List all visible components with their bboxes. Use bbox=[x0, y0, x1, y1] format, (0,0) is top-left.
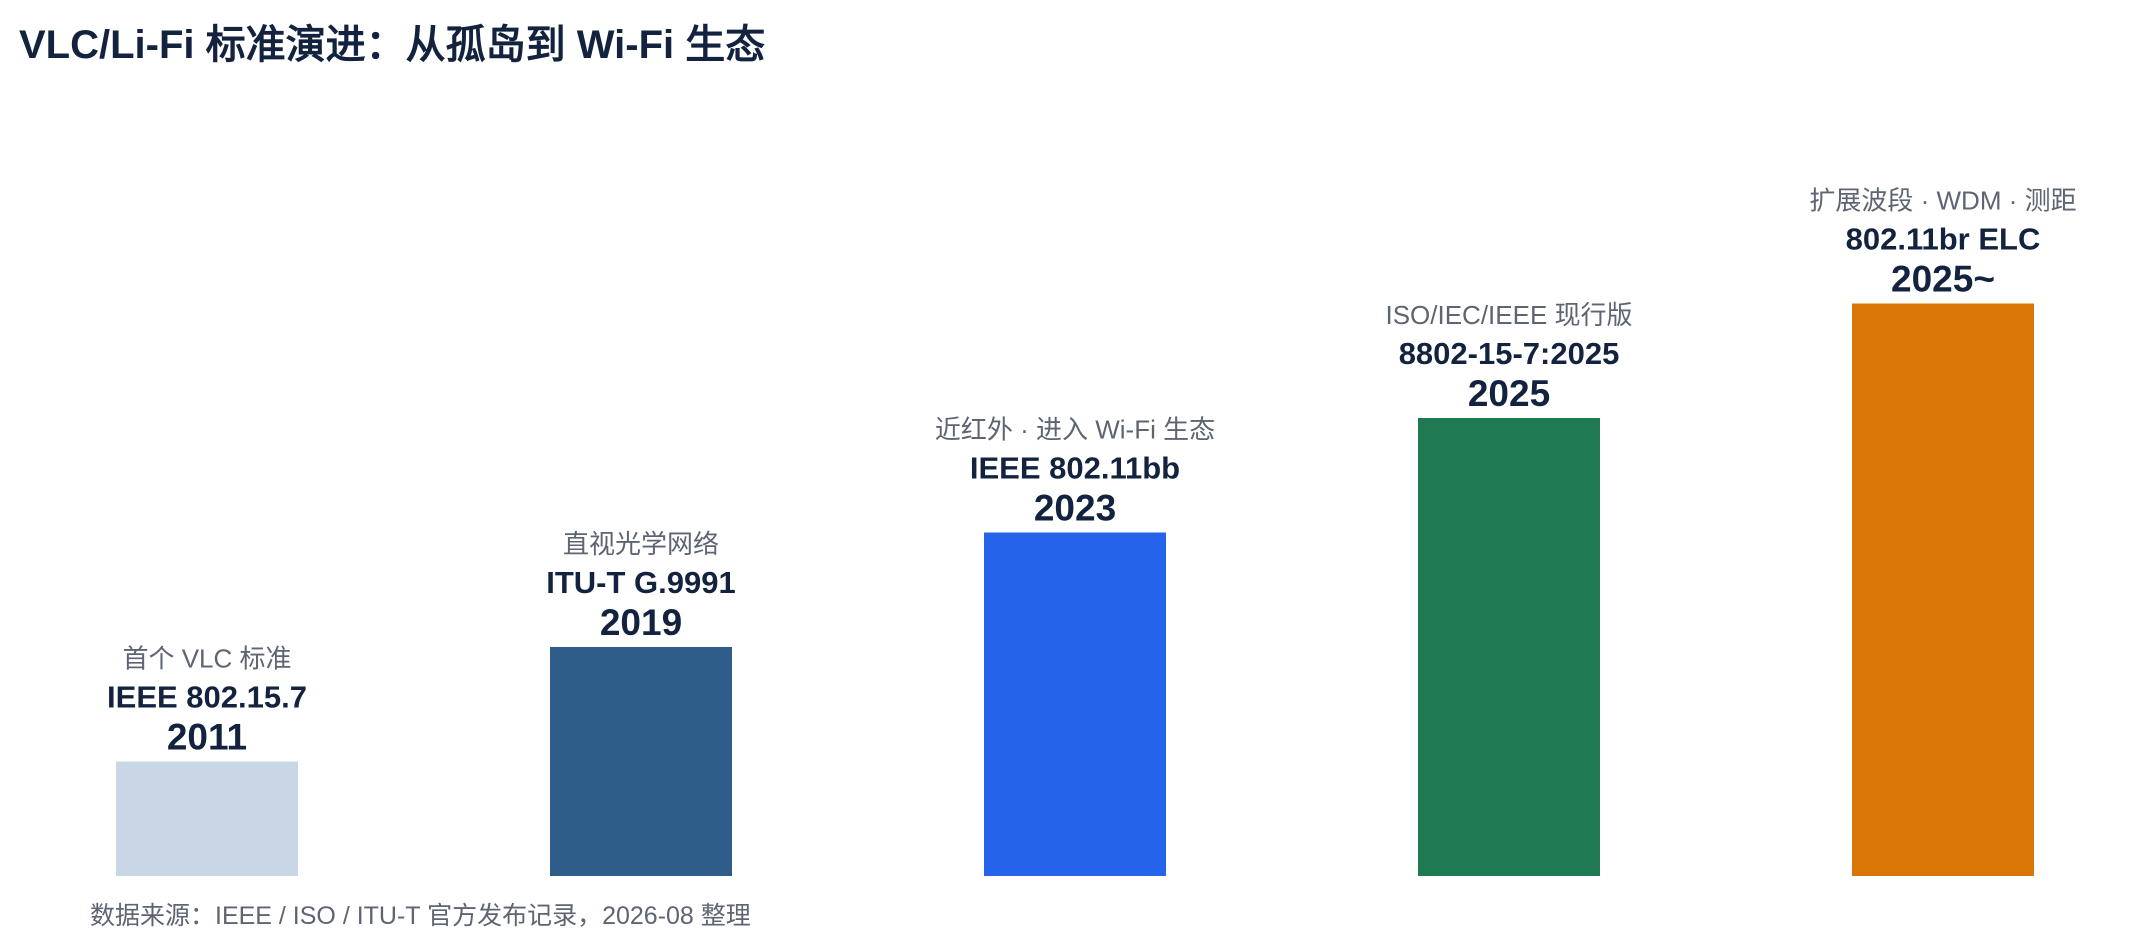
bar-2025~ bbox=[1852, 303, 2034, 876]
note-label: 首个 VLC 标准 bbox=[122, 644, 291, 674]
year-label: 2025~ bbox=[1891, 259, 1995, 300]
year-label: 2011 bbox=[167, 717, 247, 758]
year-label: 2019 bbox=[600, 602, 682, 643]
year-label: 2023 bbox=[1034, 488, 1116, 529]
note-label: 扩展波段 · WDM · 测距 bbox=[1809, 186, 2076, 216]
bars-group bbox=[116, 303, 2034, 876]
bar-2011 bbox=[116, 761, 298, 876]
standard-label: 802.11br ELC bbox=[1846, 222, 2041, 257]
bar-2023 bbox=[984, 532, 1166, 876]
bar-2019 bbox=[550, 647, 732, 876]
note-label: 直视光学网络 bbox=[563, 529, 719, 559]
note-label: 近红外 · 进入 Wi-Fi 生态 bbox=[935, 415, 1215, 445]
standard-label: ITU-T G.9991 bbox=[546, 565, 736, 600]
standard-label: 8802-15-7:2025 bbox=[1399, 336, 1620, 371]
chart-title: VLC/Li-Fi 标准演进：从孤岛到 Wi-Fi 生态 bbox=[19, 23, 766, 67]
source-note: 数据来源：IEEE / ISO / ITU-T 官方发布记录，2026-08 整… bbox=[90, 902, 751, 930]
standard-label: IEEE 802.11bb bbox=[970, 451, 1180, 486]
standard-label: IEEE 802.15.7 bbox=[107, 680, 307, 715]
year-label: 2025 bbox=[1468, 373, 1550, 414]
bar-2025 bbox=[1418, 418, 1600, 876]
note-label: ISO/IEC/IEEE 现行版 bbox=[1385, 300, 1632, 330]
